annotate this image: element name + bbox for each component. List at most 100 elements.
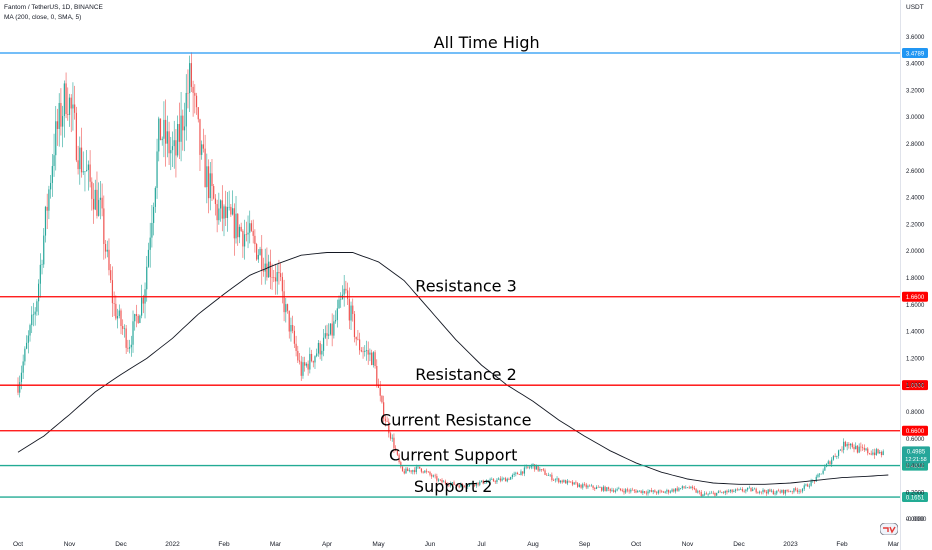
candle-body <box>153 206 155 223</box>
candle-body <box>288 310 290 332</box>
y-tick-label: -0.0000 <box>906 517 927 523</box>
candle-body <box>441 479 443 483</box>
level-badge <box>902 48 928 58</box>
candle-body <box>185 92 187 127</box>
candle-body <box>156 151 158 188</box>
candle-body <box>793 488 795 492</box>
y-tick-label: 0.4000 <box>906 464 925 470</box>
candle-body <box>182 115 184 131</box>
candle-body <box>22 361 24 373</box>
candle-body <box>92 198 95 210</box>
candle-body <box>58 103 60 129</box>
candle-body <box>321 350 323 355</box>
candle-body <box>870 453 872 455</box>
candle-body <box>750 487 752 492</box>
candle-body <box>748 487 750 489</box>
candle-body <box>722 492 725 493</box>
countdown-value: 12:21:58 <box>905 457 926 463</box>
candle-body <box>635 490 637 493</box>
candle-body <box>508 478 510 480</box>
x-tick-label: Mar <box>888 541 900 548</box>
candle-body <box>518 474 520 475</box>
candle-body <box>163 119 165 139</box>
candle-body <box>317 342 320 354</box>
candle-body <box>292 325 294 331</box>
candle-body <box>827 461 829 464</box>
candle-body <box>347 290 349 299</box>
candle-body <box>139 315 141 323</box>
candle-body <box>151 222 153 238</box>
candle-body <box>369 352 371 355</box>
candle-body <box>767 489 769 494</box>
moving-average-line <box>17 252 889 485</box>
level-value: 0.6600 <box>906 429 925 435</box>
candle-body <box>365 350 368 351</box>
candle-body <box>496 479 498 483</box>
candle-body <box>242 230 244 247</box>
candle-body <box>832 456 835 460</box>
candle-body <box>779 491 781 493</box>
candle-body <box>194 92 196 96</box>
time-axis[interactable]: Oct Nov Dec 2022 Feb Mar Apr May Jun Jul Aug Sep Oct… <box>13 541 900 548</box>
y-tick-label: 1.4000 <box>906 330 925 336</box>
candle-body <box>553 480 555 481</box>
price-axis[interactable]: 3.6000 3.4000 3.2000 3.0000 2.8000 2.6000 2.40… <box>902 35 930 523</box>
candle-body <box>350 305 352 321</box>
x-tick-label: Nov <box>64 541 76 548</box>
x-tick-label: Apr <box>322 541 333 548</box>
candle-body <box>319 342 321 355</box>
candle-body <box>607 487 610 489</box>
candle-body <box>571 481 574 485</box>
candle-body <box>230 206 232 215</box>
x-tick-label: Feb <box>836 541 848 548</box>
candle-body <box>106 249 108 252</box>
candle-body <box>474 484 476 486</box>
x-tick-label: Aug <box>527 541 539 548</box>
candle-body <box>781 489 783 493</box>
candle-body <box>729 489 732 492</box>
candle-body <box>843 441 845 451</box>
candle-body <box>27 335 29 343</box>
level-value: 0.4000 <box>906 464 925 470</box>
last-price-value: 0.4985 <box>907 449 926 455</box>
candle-body <box>499 478 501 481</box>
candle-body <box>55 121 57 156</box>
candle-body <box>63 83 65 117</box>
candle-body <box>74 104 76 113</box>
candle-body <box>618 488 620 490</box>
candle-body <box>697 491 699 493</box>
candle-body <box>422 471 424 473</box>
candle-body <box>17 385 19 393</box>
candle-body <box>197 107 199 120</box>
candle-body <box>837 450 840 456</box>
candle-body <box>305 363 307 366</box>
candle-body <box>429 471 431 475</box>
candle-body <box>65 83 67 115</box>
candle-body <box>704 493 706 495</box>
candle-body <box>480 480 483 482</box>
candle-body <box>824 466 826 471</box>
candle-body <box>89 164 91 182</box>
candle-body <box>231 208 234 215</box>
candle-body <box>453 482 455 485</box>
candle-body <box>372 352 374 366</box>
candle-body <box>762 489 764 493</box>
candle-body <box>329 323 332 335</box>
candle-body <box>53 155 55 167</box>
candle-body <box>678 488 680 491</box>
candle-body <box>877 449 879 454</box>
horizontal-levels[interactable]: All Time High 3.4789 Resistance 3 1.6600 Res… <box>0 33 928 503</box>
candle-body <box>580 484 582 488</box>
candle-body <box>175 140 177 156</box>
candle-body <box>432 475 435 477</box>
candle-body <box>874 452 876 456</box>
candle-body <box>43 235 45 265</box>
candle-body <box>393 437 395 449</box>
candle-body <box>619 488 622 491</box>
candle-body <box>96 189 98 216</box>
candle-body <box>707 494 709 495</box>
candle-body <box>31 314 33 326</box>
candle-body <box>568 480 570 482</box>
candle-body <box>99 197 101 200</box>
